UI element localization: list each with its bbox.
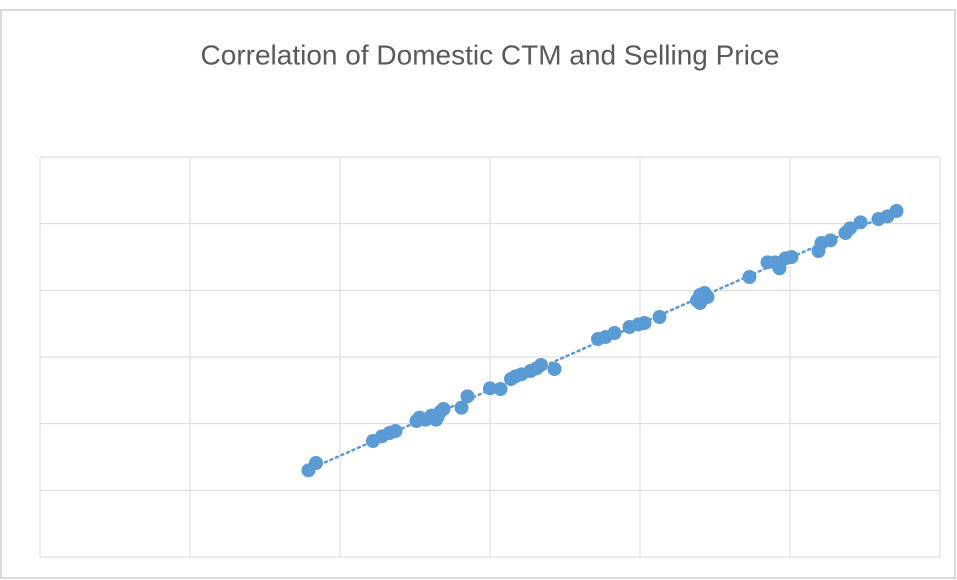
- point: [889, 204, 904, 218]
- point: [460, 389, 475, 404]
- point: [823, 233, 838, 248]
- point: [652, 310, 667, 324]
- point: [430, 410, 445, 424]
- point: [388, 424, 403, 438]
- chart-frame: [0, 9, 956, 579]
- point: [454, 400, 469, 415]
- point: [784, 250, 799, 264]
- point: [843, 221, 857, 236]
- point: [547, 362, 562, 376]
- point: [309, 456, 323, 470]
- point: [637, 316, 652, 330]
- point: [742, 270, 757, 284]
- point: [493, 382, 508, 396]
- point: [534, 358, 548, 372]
- point: [607, 326, 622, 340]
- point: [693, 296, 707, 310]
- point: [853, 215, 868, 230]
- point: [483, 381, 497, 396]
- chart-title: Correlation of Domestic CTM and Selling …: [201, 39, 780, 70]
